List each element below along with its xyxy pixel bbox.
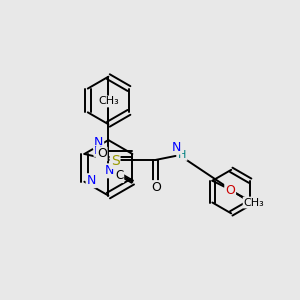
Text: N: N xyxy=(87,174,96,187)
Text: N: N xyxy=(172,140,181,154)
Text: N: N xyxy=(94,136,103,148)
Text: S: S xyxy=(111,154,119,168)
Text: N: N xyxy=(104,164,114,177)
Text: O: O xyxy=(225,184,235,197)
Text: H: H xyxy=(178,150,187,160)
Text: CH₃: CH₃ xyxy=(98,97,119,106)
Text: O: O xyxy=(151,181,160,194)
Text: CH₃: CH₃ xyxy=(244,197,264,208)
Text: H: H xyxy=(94,146,103,156)
Text: O: O xyxy=(97,148,106,160)
Text: C: C xyxy=(115,169,123,182)
